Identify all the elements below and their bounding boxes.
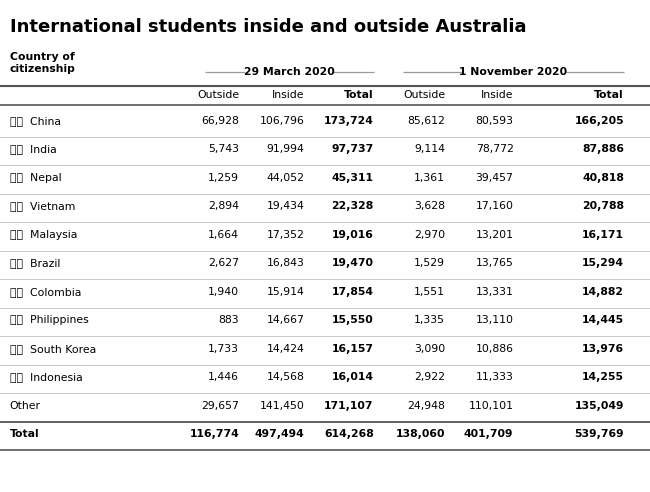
Text: 1,446: 1,446 bbox=[208, 372, 239, 382]
Text: 19,470: 19,470 bbox=[332, 258, 374, 268]
Text: 🇳🇵  Nepal: 🇳🇵 Nepal bbox=[10, 173, 61, 183]
Text: 116,774: 116,774 bbox=[189, 430, 239, 439]
Text: 13,976: 13,976 bbox=[582, 344, 624, 354]
Text: 🇨🇴  Colombia: 🇨🇴 Colombia bbox=[10, 287, 81, 297]
Text: 171,107: 171,107 bbox=[324, 401, 374, 411]
Text: 🇵🇭  Philippines: 🇵🇭 Philippines bbox=[10, 315, 88, 325]
Text: 5,743: 5,743 bbox=[208, 144, 239, 154]
Text: 14,424: 14,424 bbox=[266, 344, 304, 354]
Text: 9,114: 9,114 bbox=[414, 144, 445, 154]
Text: 16,157: 16,157 bbox=[332, 344, 374, 354]
Text: 173,724: 173,724 bbox=[324, 116, 374, 126]
Text: 17,854: 17,854 bbox=[332, 287, 374, 297]
Text: 19,016: 19,016 bbox=[332, 230, 374, 240]
Text: 🇨🇳  China: 🇨🇳 China bbox=[10, 116, 60, 126]
Text: Outside: Outside bbox=[197, 90, 239, 100]
Text: Inside: Inside bbox=[481, 90, 514, 100]
Text: 13,201: 13,201 bbox=[476, 230, 514, 240]
Text: 14,255: 14,255 bbox=[582, 372, 624, 382]
Text: 1,733: 1,733 bbox=[208, 344, 239, 354]
Text: 1,259: 1,259 bbox=[208, 173, 239, 183]
Text: 24,948: 24,948 bbox=[408, 401, 445, 411]
Text: Total: Total bbox=[344, 90, 374, 100]
Text: 🇧🇷  Brazil: 🇧🇷 Brazil bbox=[10, 258, 60, 268]
Text: 16,843: 16,843 bbox=[266, 258, 304, 268]
Text: Total: Total bbox=[10, 430, 40, 439]
Text: 🇰🇷  South Korea: 🇰🇷 South Korea bbox=[10, 344, 96, 354]
Text: 1 November 2020: 1 November 2020 bbox=[460, 67, 567, 77]
Text: Other: Other bbox=[10, 401, 41, 411]
Text: 14,667: 14,667 bbox=[266, 315, 304, 325]
Text: Inside: Inside bbox=[272, 90, 304, 100]
Text: 14,445: 14,445 bbox=[582, 315, 624, 325]
Text: 45,311: 45,311 bbox=[332, 173, 374, 183]
Text: 22,328: 22,328 bbox=[332, 201, 374, 212]
Text: 2,627: 2,627 bbox=[208, 258, 239, 268]
Text: 10,886: 10,886 bbox=[476, 344, 514, 354]
Text: 15,550: 15,550 bbox=[332, 315, 374, 325]
Text: 78,772: 78,772 bbox=[476, 144, 514, 154]
Text: 1,529: 1,529 bbox=[414, 258, 445, 268]
Text: 3,628: 3,628 bbox=[414, 201, 445, 212]
Text: 1,335: 1,335 bbox=[414, 315, 445, 325]
Text: 401,709: 401,709 bbox=[464, 430, 514, 439]
Text: 1,940: 1,940 bbox=[208, 287, 239, 297]
Text: 3,090: 3,090 bbox=[414, 344, 445, 354]
Text: Outside: Outside bbox=[403, 90, 445, 100]
Text: 138,060: 138,060 bbox=[396, 430, 445, 439]
Text: 883: 883 bbox=[218, 315, 239, 325]
Text: 29 March 2020: 29 March 2020 bbox=[244, 67, 335, 77]
Text: 85,612: 85,612 bbox=[408, 116, 445, 126]
Text: 2,922: 2,922 bbox=[414, 372, 445, 382]
Text: 🇮🇳  India: 🇮🇳 India bbox=[10, 144, 57, 154]
Text: 135,049: 135,049 bbox=[575, 401, 624, 411]
Text: 539,769: 539,769 bbox=[575, 430, 624, 439]
Text: 614,268: 614,268 bbox=[324, 430, 374, 439]
Text: 11,333: 11,333 bbox=[476, 372, 514, 382]
Text: 110,101: 110,101 bbox=[469, 401, 514, 411]
Text: 13,331: 13,331 bbox=[476, 287, 514, 297]
Text: 13,110: 13,110 bbox=[476, 315, 514, 325]
Text: 17,160: 17,160 bbox=[476, 201, 514, 212]
Text: 40,818: 40,818 bbox=[582, 173, 624, 183]
Text: 2,970: 2,970 bbox=[414, 230, 445, 240]
Text: 141,450: 141,450 bbox=[259, 401, 304, 411]
Text: Country of
citizenship: Country of citizenship bbox=[10, 52, 75, 74]
Text: 14,568: 14,568 bbox=[266, 372, 304, 382]
Text: 16,171: 16,171 bbox=[582, 230, 624, 240]
Text: 66,928: 66,928 bbox=[202, 116, 239, 126]
Text: 91,994: 91,994 bbox=[266, 144, 304, 154]
Text: 15,294: 15,294 bbox=[582, 258, 624, 268]
Text: 20,788: 20,788 bbox=[582, 201, 624, 212]
Text: 80,593: 80,593 bbox=[476, 116, 514, 126]
Text: 106,796: 106,796 bbox=[259, 116, 304, 126]
Text: 🇮🇩  Indonesia: 🇮🇩 Indonesia bbox=[10, 372, 83, 382]
Text: 13,765: 13,765 bbox=[476, 258, 514, 268]
Text: 87,886: 87,886 bbox=[582, 144, 624, 154]
Text: 14,882: 14,882 bbox=[582, 287, 624, 297]
Text: 39,457: 39,457 bbox=[476, 173, 514, 183]
Text: 29,657: 29,657 bbox=[202, 401, 239, 411]
Text: 1,551: 1,551 bbox=[414, 287, 445, 297]
Text: 1,361: 1,361 bbox=[414, 173, 445, 183]
Text: 2,894: 2,894 bbox=[208, 201, 239, 212]
Text: 97,737: 97,737 bbox=[332, 144, 374, 154]
Text: 19,434: 19,434 bbox=[266, 201, 304, 212]
Text: 44,052: 44,052 bbox=[266, 173, 304, 183]
Text: 1,664: 1,664 bbox=[208, 230, 239, 240]
Text: 166,205: 166,205 bbox=[575, 116, 624, 126]
Text: 17,352: 17,352 bbox=[266, 230, 304, 240]
Text: 15,914: 15,914 bbox=[266, 287, 304, 297]
Text: 🇲🇾  Malaysia: 🇲🇾 Malaysia bbox=[10, 230, 77, 240]
Text: Total: Total bbox=[594, 90, 624, 100]
Text: 🇻🇳  Vietnam: 🇻🇳 Vietnam bbox=[10, 201, 75, 212]
Text: 16,014: 16,014 bbox=[332, 372, 374, 382]
Text: 497,494: 497,494 bbox=[254, 430, 304, 439]
Text: International students inside and outside Australia: International students inside and outsid… bbox=[10, 18, 526, 36]
